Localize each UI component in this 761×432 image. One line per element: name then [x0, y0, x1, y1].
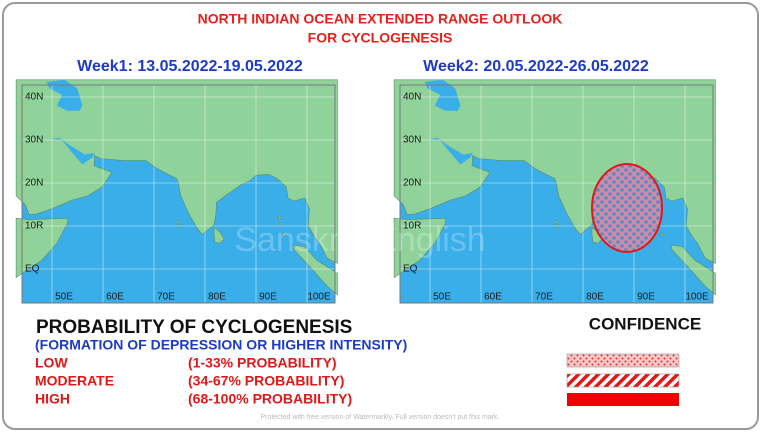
legend-level: HIGH: [35, 391, 70, 407]
lon-label: 100E: [307, 292, 331, 303]
map-border: [21, 84, 336, 304]
legend-level: LOW: [35, 355, 68, 371]
lon-label: 100E: [685, 292, 709, 303]
lon-label: 50E: [433, 292, 451, 303]
lat-label: 30N: [25, 135, 43, 146]
confidence-moderate: [566, 373, 680, 388]
lon-label: 80E: [586, 292, 604, 303]
confidence-low: [566, 353, 680, 368]
island: [660, 233, 664, 237]
legend-title: PROBABILITY OF CYCLOGENESIS: [36, 317, 352, 338]
confidence-high: [567, 393, 679, 406]
island: [282, 233, 286, 237]
lat-label: 20N: [403, 178, 421, 189]
land: [213, 226, 225, 244]
cyclogenesis-area: [591, 163, 663, 253]
lon-label: 80E: [208, 292, 226, 303]
title-line: NORTH INDIAN OCEAN EXTENDED RANGE OUTLOO…: [198, 11, 563, 27]
island: [554, 220, 558, 224]
land: [292, 244, 338, 296]
island: [278, 222, 282, 226]
legend-subtitle: (FORMATION OF DEPRESSION OR HIGHER INTEN…: [35, 337, 407, 353]
map-border: [399, 84, 714, 304]
lat-label: 40N: [25, 92, 43, 103]
lon-label: 60E: [106, 292, 124, 303]
legend-range: (68-100% PROBABILITY): [188, 391, 352, 407]
lon-label: 90E: [637, 292, 655, 303]
watermark: Sanskriti English: [234, 221, 485, 259]
island: [278, 215, 282, 219]
lat-label: 20N: [25, 178, 43, 189]
title-line: FOR CYCLOGENESIS: [308, 30, 453, 46]
lon-label: 60E: [484, 292, 502, 303]
legend-level: MODERATE: [35, 373, 114, 389]
lat-label: EQ: [403, 264, 418, 275]
water-body: [50, 137, 95, 165]
week-title: Week2: 20.05.2022-26.05.2022: [423, 58, 649, 75]
week-title: Week1: 13.05.2022-19.05.2022: [77, 58, 303, 75]
lat-label: 30N: [403, 135, 421, 146]
lon-label: 70E: [535, 292, 553, 303]
lon-label: 70E: [157, 292, 175, 303]
land: [670, 244, 716, 296]
land: [15, 217, 69, 279]
lon-label: 90E: [259, 292, 277, 303]
confidence-title: CONFIDENCE: [589, 314, 701, 333]
footer-note: Protected with free version of Watermark…: [260, 414, 499, 421]
lat-label: 40N: [403, 92, 421, 103]
water-body: [46, 79, 83, 111]
island: [176, 220, 180, 224]
lat-label: 10R: [403, 221, 421, 232]
lon-label: 50E: [55, 292, 73, 303]
map-panel: 40N 30N 20N 10R EQ 50E 60E 70E 80E 90E 100E: [15, 79, 338, 304]
map-panel: 40N 30N 20N 10R EQ 50E 60E 70E 80E 90E 100E: [393, 79, 716, 304]
water-body: [424, 79, 461, 111]
water-body: [428, 137, 473, 165]
land: [393, 217, 447, 279]
land: [393, 79, 716, 264]
lat-label: EQ: [25, 264, 40, 275]
lat-label: 10R: [25, 221, 43, 232]
legend-range: (1-33% PROBABILITY): [188, 355, 337, 371]
land: [15, 79, 338, 264]
legend-range: (34-67% PROBABILITY): [188, 373, 344, 389]
